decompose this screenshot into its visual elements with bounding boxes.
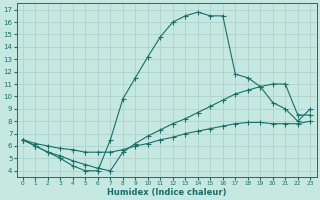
X-axis label: Humidex (Indice chaleur): Humidex (Indice chaleur) xyxy=(107,188,226,197)
